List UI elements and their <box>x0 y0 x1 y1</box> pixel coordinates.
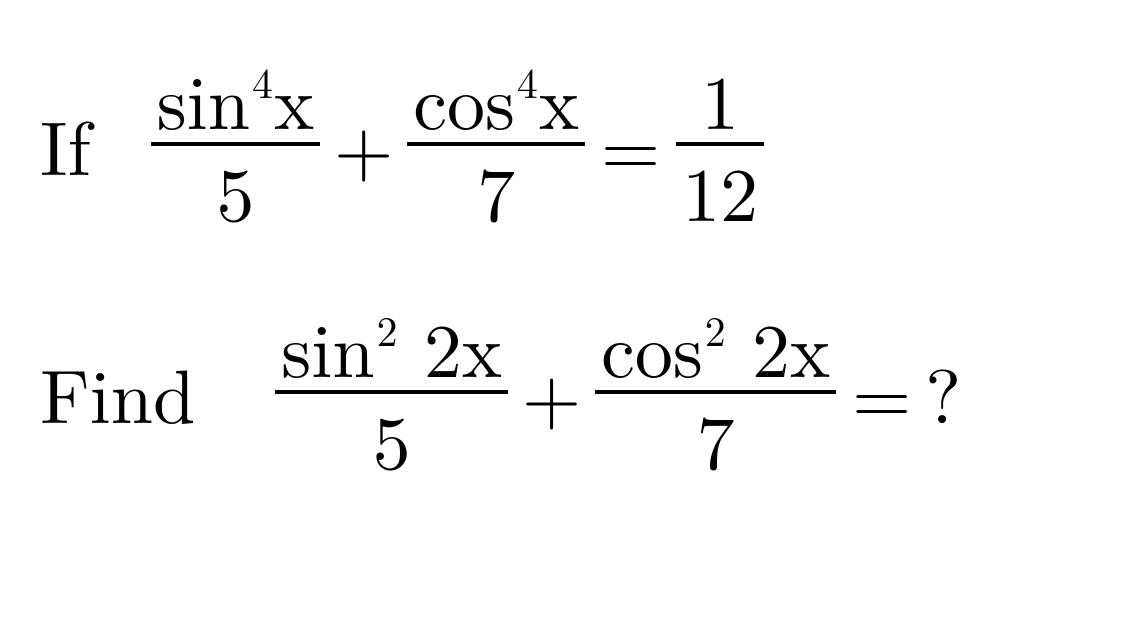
equals-sign: = <box>585 90 676 198</box>
numerator-1: 1 <box>695 60 745 136</box>
arg-x: x <box>539 44 579 152</box>
lead-if: If <box>40 90 91 198</box>
fraction-1-over-12: 1 12 <box>676 60 764 228</box>
denominator-7: 7 <box>471 150 521 228</box>
exponent-4: 4 <box>515 52 539 111</box>
numerator: sin4x <box>151 60 320 136</box>
numerator: cos2 2x <box>595 308 836 384</box>
fraction-sin4x-over-5: sin4x 5 <box>151 60 320 228</box>
exponent-2: 2 <box>703 300 727 359</box>
lead-find: Find <box>40 338 195 446</box>
arg-2x: 2x <box>727 292 830 400</box>
fraction-cos4x-over-7: cos4x 7 <box>407 60 585 228</box>
denominator-5: 5 <box>367 398 417 476</box>
denominator-12: 12 <box>676 150 764 228</box>
fraction-sin2-2x-over-5: sin2 2x 5 <box>275 308 508 476</box>
func-cos: cos <box>601 292 703 400</box>
equation-given: If sin4x 5 + cos4x 7 = 1 12 <box>40 60 1082 228</box>
arg-x: x <box>274 44 314 152</box>
numerator: sin2 2x <box>275 308 508 384</box>
math-problem-page: If sin4x 5 + cos4x 7 = 1 12 Find <box>0 0 1122 634</box>
plus-sign: + <box>508 338 595 446</box>
equals-sign: = <box>836 338 925 446</box>
exponent-4: 4 <box>250 52 274 111</box>
plus-sign: + <box>320 90 407 198</box>
equation-to-find: Find sin2 2x 5 + cos2 2x 7 = ? <box>40 308 1082 476</box>
denominator-7: 7 <box>691 398 741 476</box>
question-mark: ? <box>925 338 961 446</box>
denominator-5: 5 <box>210 150 260 228</box>
func-sin: sin <box>281 292 374 400</box>
exponent-2: 2 <box>375 300 399 359</box>
arg-2x: 2x <box>399 292 502 400</box>
fraction-cos2-2x-over-7: cos2 2x 7 <box>595 308 836 476</box>
numerator: cos4x <box>407 60 585 136</box>
